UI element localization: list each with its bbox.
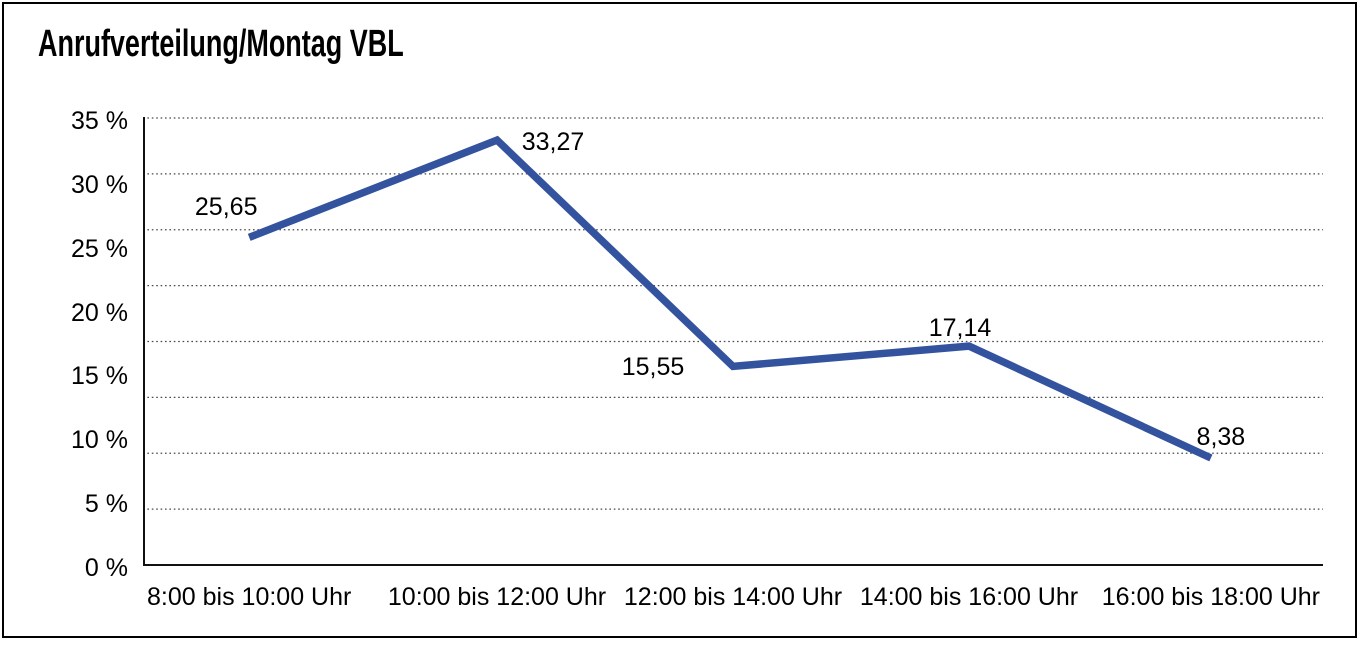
data-point-label: 17,14 bbox=[928, 314, 992, 343]
x-axis-category-label: 8:00 bis 10:00 Uhr bbox=[147, 583, 352, 611]
data-series-line bbox=[247, 135, 1213, 462]
y-axis-tick-label: 25 % bbox=[71, 234, 128, 263]
chart-title: Anrufverteilung/Montag VBL bbox=[38, 23, 404, 65]
x-axis-category-label: 16:00 bis 18:00 Uhr bbox=[1101, 583, 1320, 611]
x-axis-category-label: 10:00 bis 12:00 Uhr bbox=[387, 583, 607, 611]
data-point-label: 33,27 bbox=[521, 128, 585, 157]
x-axis-category-label: 14:00 bis 16:00 Uhr bbox=[859, 583, 1079, 611]
y-axis-tick-label: 35 % bbox=[71, 107, 128, 135]
y-axis-tick-label: 20 % bbox=[71, 298, 128, 327]
data-point-label: 8,38 bbox=[1196, 422, 1246, 451]
x-axis-category-label: 12:00 bis 14:00 Uhr bbox=[623, 583, 843, 611]
data-point-label: 25,65 bbox=[194, 193, 258, 222]
y-axis-tick-label: 15 % bbox=[71, 362, 128, 391]
y-axis-tick-label: 0 % bbox=[84, 554, 128, 582]
data-point-label: 15,55 bbox=[621, 353, 685, 382]
y-axis-tick-label: 30 % bbox=[71, 170, 128, 199]
y-axis-tick-label: 10 % bbox=[71, 426, 128, 455]
y-axis-tick-label: 5 % bbox=[84, 490, 128, 519]
